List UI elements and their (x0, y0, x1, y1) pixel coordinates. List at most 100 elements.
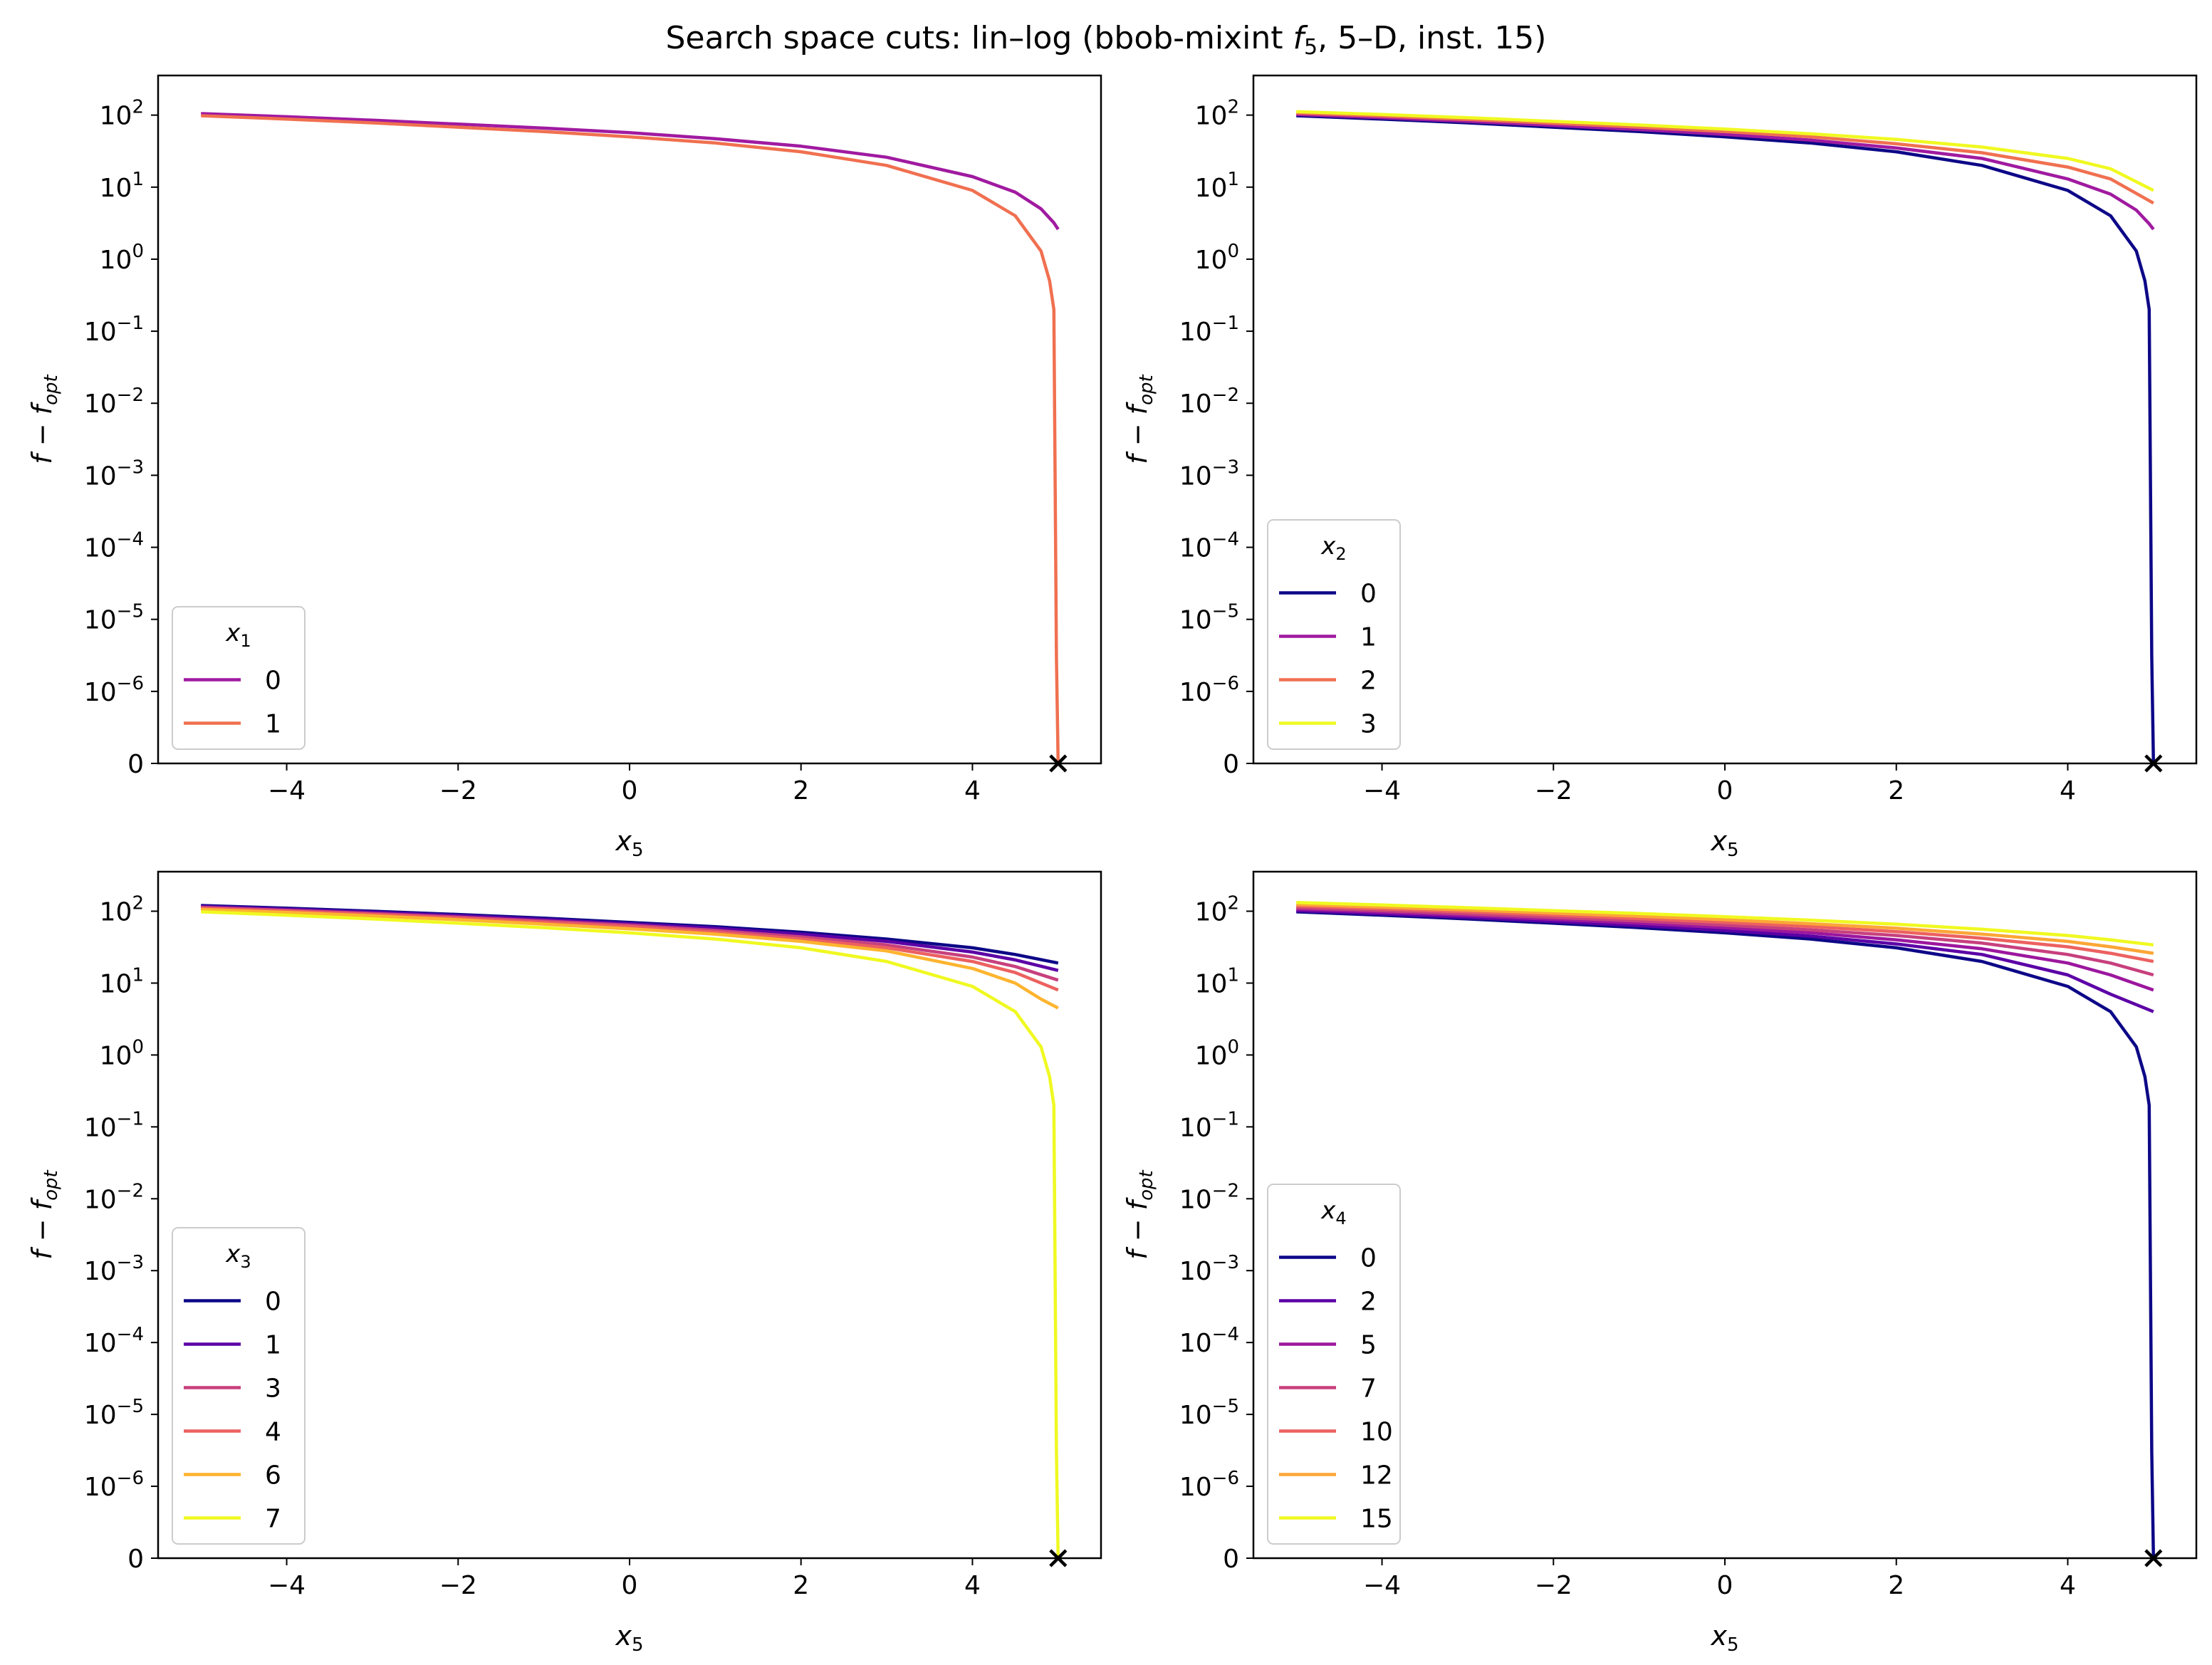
y-tick-label: 10−2 (84, 385, 144, 419)
legend-box (172, 606, 306, 750)
y-tick-label: 10−3 (84, 456, 144, 491)
y-tick-label: 10−4 (84, 529, 144, 563)
x-tick-label: −4 (1363, 776, 1401, 805)
legend-item-3: 3 (1279, 710, 1377, 739)
series-line-3 (1296, 110, 2154, 192)
legend-label: 4 (265, 1418, 281, 1447)
y-tick-label: 10−1 (84, 313, 144, 347)
legend-label: 0 (1360, 580, 1377, 609)
y-tick-label: 0 (1223, 750, 1239, 779)
legend-label: 2 (1360, 1288, 1377, 1317)
y-tick-label: 100 (1195, 1036, 1239, 1070)
y-tick-label: 102 (100, 97, 144, 131)
x-tick-label: −2 (439, 776, 477, 805)
y-tick-label: 10−3 (84, 1252, 144, 1286)
series-line-1 (201, 114, 1060, 764)
y-tick-label: 10−5 (1179, 601, 1239, 635)
legend-box (172, 1227, 306, 1545)
series-line-5 (1296, 907, 2154, 992)
legend-label: 12 (1360, 1461, 1393, 1491)
y-tick-label: 10−4 (1179, 1324, 1239, 1358)
legend-label: 5 (1360, 1331, 1377, 1360)
series-line-0 (1296, 114, 2156, 764)
x-axis-label: x5 (615, 825, 643, 861)
legend-item-15: 15 (1279, 1505, 1393, 1534)
chart-panel-1: 0 10−6 10−5 10−4 10−3 10−2 10−1 100 101 102 −4 −2 0 2… (26, 74, 1102, 861)
legend-label: 3 (1360, 710, 1377, 739)
y-tick-label: 10−1 (1179, 1108, 1239, 1142)
axes-frame (157, 74, 1102, 765)
legend-label: 0 (265, 667, 281, 696)
legend-label: 10 (1360, 1418, 1393, 1447)
axes-frame (157, 870, 1102, 1560)
series-line-1 (1296, 113, 2155, 231)
legend-item-7: 7 (184, 1505, 281, 1534)
legend-item-0: 0 (184, 667, 281, 696)
legend-item-3: 3 (184, 1374, 281, 1404)
legend-title: x3 (225, 1240, 251, 1272)
legend-label: 1 (1360, 623, 1377, 652)
y-tick-label: 10−6 (1179, 673, 1239, 707)
y-tick-label: 101 (1195, 964, 1239, 998)
y-tick-label: 10−5 (84, 601, 144, 635)
chart-panel-3: 0 10−6 10−5 10−4 10−3 10−2 10−1 100 101 102 −4 −2 0 2… (26, 870, 1102, 1656)
legend-label: 0 (1360, 1244, 1377, 1273)
y-tick-label: 101 (100, 964, 144, 998)
legend: x2 0 1 2 3 (1267, 519, 1401, 750)
x-tick-label: 4 (964, 1571, 981, 1600)
x-tick-label: −2 (1535, 776, 1572, 805)
legend-item-1: 1 (1279, 623, 1377, 652)
x-tick-label: −2 (439, 1571, 477, 1600)
y-tick-label: 0 (127, 750, 144, 779)
series-line-7 (1296, 906, 2154, 977)
x-tick-label: −2 (1535, 1571, 1572, 1600)
legend-item-1: 1 (184, 1331, 281, 1360)
legend: x3 0 1 3 4 6 7 (172, 1227, 306, 1545)
legend-label: 7 (265, 1505, 281, 1534)
y-tick-label: 10−6 (84, 673, 144, 707)
y-tick-label: 10−2 (1179, 385, 1239, 419)
y-tick-label: 10−4 (84, 1324, 144, 1358)
legend-item-0: 0 (184, 1288, 281, 1317)
y-axis-label: f − fopt (26, 1170, 62, 1260)
legend-box (1267, 519, 1401, 750)
y-tick-label: 10−1 (84, 1108, 144, 1142)
legend-label: 6 (265, 1461, 281, 1491)
legend-item-12: 12 (1279, 1461, 1393, 1491)
legend-item-4: 4 (184, 1418, 281, 1447)
y-tick-label: 10−5 (1179, 1396, 1239, 1430)
x-tick-label: 2 (793, 1571, 809, 1600)
x-tick-label: 0 (622, 1571, 638, 1600)
legend-item-7: 7 (1279, 1374, 1377, 1404)
x-tick-label: 2 (1888, 776, 1904, 805)
y-tick-label: 10−6 (1179, 1468, 1239, 1502)
legend-title: x1 (225, 619, 251, 651)
y-tick-label: 101 (100, 169, 144, 203)
series-line-10 (1296, 904, 2154, 964)
x-axis-label: x5 (1710, 825, 1738, 861)
y-tick-label: 100 (100, 241, 144, 275)
y-tick-label: 10−3 (1179, 456, 1239, 491)
y-tick-label: 102 (100, 893, 144, 927)
y-tick-label: 10−3 (1179, 1252, 1239, 1286)
y-axis-label: f − fopt (1122, 1170, 1157, 1260)
x-tick-label: 0 (622, 776, 638, 805)
axes-frame (1252, 74, 2198, 765)
legend-item-2: 2 (1279, 1288, 1377, 1317)
legend: x4 0 2 5 7 10 12 15 (1267, 1184, 1401, 1545)
y-tick-label: 10−2 (1179, 1180, 1239, 1214)
series-line-0 (1296, 910, 2156, 1559)
y-tick-label: 100 (1195, 241, 1239, 275)
y-tick-label: 100 (100, 1036, 144, 1070)
x-tick-label: 4 (964, 776, 981, 805)
x-tick-label: 4 (2060, 776, 2076, 805)
y-tick-label: 101 (1195, 169, 1239, 203)
y-tick-label: 0 (127, 1545, 144, 1574)
x-tick-label: 0 (1717, 776, 1733, 805)
legend-label: 3 (265, 1374, 281, 1404)
legend: x1 0 1 (172, 606, 306, 750)
x-tick-label: −4 (1363, 1571, 1401, 1600)
